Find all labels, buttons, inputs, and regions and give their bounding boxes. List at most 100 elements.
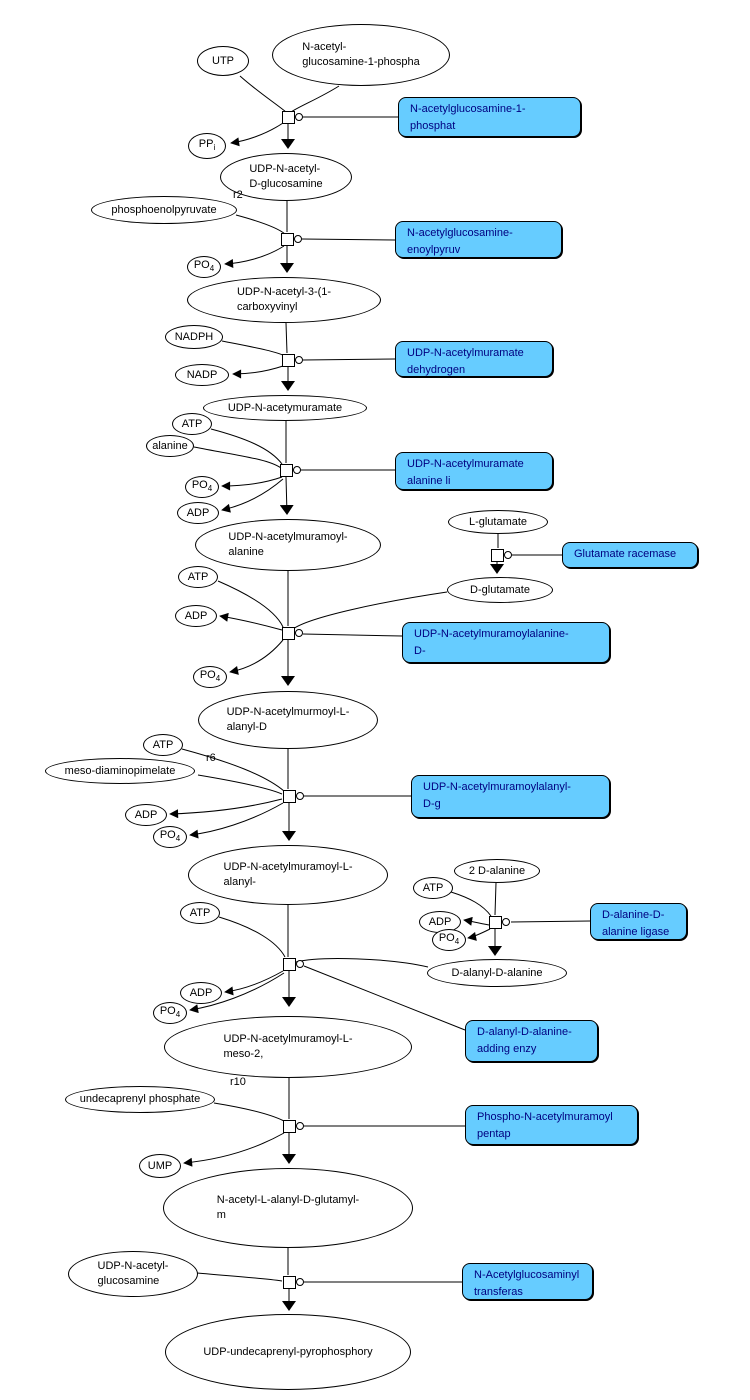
- enzyme-label-line: alanine li: [407, 475, 451, 487]
- reaction-port-r10[interactable]: [296, 1122, 304, 1130]
- metabolite-n-acetyl-l-alanyl-d-glutamyl-m[interactable]: N-acetyl-L-alanyl-D-glutamyl- m: [163, 1168, 413, 1248]
- enzyme-label-line: transferas: [474, 1286, 523, 1298]
- metabolite-phosphoenolpyruvate[interactable]: phosphoenolpyruvate: [91, 196, 237, 224]
- metabolite-po4-1[interactable]: PO4: [187, 256, 221, 278]
- reaction-node-r7[interactable]: [283, 790, 296, 803]
- metabolite-adp-2[interactable]: ADP: [175, 605, 217, 627]
- reaction-port-ligase[interactable]: [502, 918, 510, 926]
- reaction-port-r2[interactable]: [294, 235, 302, 243]
- metabolite-udp-n-acetyl-glucosamine[interactable]: UDP-N-acetyl- glucosamine: [68, 1251, 198, 1297]
- metabolite-label: UTP: [212, 54, 234, 67]
- metabolite-po4-2[interactable]: PO4: [185, 476, 219, 498]
- enzyme-udp-n-acetylmuramoylalanyl-d-g[interactable]: UDP-N-acetylmuramoylalanyl- D-g: [411, 775, 610, 818]
- reaction-port-r1[interactable]: [295, 113, 303, 121]
- metabolite-2-d-alanine[interactable]: 2 D-alanine: [454, 859, 540, 883]
- metabolite-nadp[interactable]: NADP: [175, 364, 229, 386]
- metabolite-label: PO4: [160, 1004, 180, 1022]
- reaction-port-r6[interactable]: [295, 629, 303, 637]
- enzyme-udp-n-acetylmuramoylalanine-d[interactable]: UDP-N-acetylmuramoylalanine- D-: [402, 622, 610, 663]
- metabolite-udp-n-acetymuramate[interactable]: UDP-N-acetymuramate: [203, 395, 367, 421]
- metabolite-label: ATP: [152, 738, 174, 751]
- metabolite-label: D-glutamate: [470, 583, 530, 596]
- label-line: m: [216, 1209, 226, 1221]
- enzyme-label-line: N-acetylglucosamine-1-: [410, 103, 526, 115]
- enzyme-d-alanine-d-alanine-ligase[interactable]: D-alanine-D- alanine ligase: [590, 903, 687, 940]
- metabolite-d-glutamate[interactable]: D-glutamate: [447, 577, 553, 603]
- metabolite-nadph[interactable]: NADPH: [165, 325, 223, 349]
- metabolite-udp-n-acetylmuramoyl-alanine[interactable]: UDP-N-acetylmuramoyl- alanine: [195, 519, 381, 571]
- metabolite-utp[interactable]: UTP: [197, 46, 249, 76]
- metabolite-udp-n-acetylmuramoyl-l-meso-2[interactable]: UDP-N-acetylmuramoyl-L- meso-2,: [164, 1016, 412, 1078]
- label-base: PP: [198, 137, 214, 150]
- metabolite-l-glutamate[interactable]: L-glutamate: [448, 510, 548, 534]
- reaction-port-r4[interactable]: [293, 466, 301, 474]
- reaction-port-r3[interactable]: [295, 356, 303, 364]
- metabolite-adp-1[interactable]: ADP: [177, 502, 219, 524]
- metabolite-po4-4[interactable]: PO4: [153, 826, 187, 848]
- metabolite-udp-n-acetylmurmoyl-l-alanyl-d[interactable]: UDP-N-acetylmurmoyl-L- alanyl-D: [198, 691, 378, 749]
- enzyme-d-alanyl-d-alanine-adding-enzy[interactable]: D-alanyl-D-alanine- adding enzy: [465, 1020, 598, 1062]
- metabolite-atp-1[interactable]: ATP: [172, 413, 212, 435]
- metabolite-adp-3[interactable]: ADP: [125, 804, 167, 826]
- metabolite-po4-6[interactable]: PO4: [153, 1002, 187, 1024]
- metabolite-meso-diaminopimelate[interactable]: meso-diaminopimelate: [45, 758, 195, 784]
- metabolite-ump[interactable]: UMP: [139, 1154, 181, 1178]
- reaction-port-r11[interactable]: [296, 1278, 304, 1286]
- reaction-node-r1[interactable]: [282, 111, 295, 124]
- metabolite-atp-4[interactable]: ATP: [413, 877, 453, 899]
- metabolite-label: PO4: [439, 931, 459, 949]
- reaction-port-racemase[interactable]: [504, 551, 512, 559]
- label-line: UDP-N-acetylmurmoyl-L-: [226, 706, 350, 718]
- reaction-node-r3[interactable]: [282, 354, 295, 367]
- label-sub: i: [213, 143, 216, 153]
- metabolite-atp-5[interactable]: ATP: [180, 902, 220, 924]
- enzyme-n-acetylglucosaminyl-transferas[interactable]: N-Acetylglucosaminyl transferas: [462, 1263, 593, 1300]
- metabolite-atp-2[interactable]: ATP: [178, 566, 218, 588]
- enzyme-glutamate-racemase[interactable]: Glutamate racemase: [562, 542, 698, 568]
- metabolite-udp-n-acetylmuramoyl-l-alanyl[interactable]: UDP-N-acetylmuramoyl-L- alanyl-: [188, 845, 388, 905]
- metabolite-label: UDP-N-acetyl-3-(1- carboxyvinyl: [237, 285, 331, 315]
- reaction-node-racemase[interactable]: [491, 549, 504, 562]
- metabolite-label: ADP: [134, 808, 158, 821]
- reaction-node-r2[interactable]: [281, 233, 294, 246]
- enzyme-label-line: enoylpyruv: [407, 244, 461, 256]
- metabolite-udp-undecaprenyl-pyrophosphory[interactable]: UDP-undecaprenyl-pyrophosphory: [165, 1314, 411, 1390]
- reaction-port-r7[interactable]: [296, 792, 304, 800]
- label-base: PO: [438, 931, 455, 944]
- enzyme-udp-n-acetylmuramate-dehydrogen[interactable]: UDP-N-acetylmuramate dehydrogen: [395, 341, 553, 377]
- label-sub: 4: [175, 834, 181, 844]
- enzyme-udp-n-acetylmuramate-alanine-li[interactable]: UDP-N-acetylmuramate alanine li: [395, 452, 553, 490]
- reaction-node-r4[interactable]: [280, 464, 293, 477]
- metabolite-undecaprenyl-phosphate[interactable]: undecaprenyl phosphate: [65, 1086, 215, 1113]
- enzyme-label-line: phosphat: [410, 120, 456, 132]
- reaction-node-r9[interactable]: [283, 958, 296, 971]
- metabolite-ppi[interactable]: PPi: [188, 133, 226, 159]
- reaction-node-ligase[interactable]: [489, 916, 502, 929]
- reaction-node-r10[interactable]: [283, 1120, 296, 1133]
- label-line: N-acetyl-L-alanyl-D-glutamyl-: [216, 1194, 360, 1206]
- label-line: alanyl-: [223, 876, 256, 888]
- metabolite-label: UDP-N-acetylmuramoyl- alanine: [228, 530, 347, 560]
- metabolite-po4-5[interactable]: PO4: [432, 929, 466, 951]
- reaction-port-r9[interactable]: [296, 960, 304, 968]
- metabolite-n-acetyl-glucosamine-1-phospha[interactable]: N-acetyl- glucosamine-1-phospha: [272, 24, 450, 86]
- metabolite-label: UDP-N-acetyl- D-glucosamine: [249, 162, 322, 192]
- label-line: carboxyvinyl: [236, 301, 298, 313]
- metabolite-po4-3[interactable]: PO4: [193, 666, 227, 688]
- metabolite-udp-n-acetyl-3-1-carboxyvinyl[interactable]: UDP-N-acetyl-3-(1- carboxyvinyl: [187, 277, 381, 323]
- reaction-node-r6[interactable]: [282, 627, 295, 640]
- reaction-node-r11[interactable]: [283, 1276, 296, 1289]
- metabolite-udp-n-acetyl-d-glucosamine[interactable]: UDP-N-acetyl- D-glucosamine: [220, 153, 352, 201]
- enzyme-n-acetylglucosamine-1-phosphat[interactable]: N-acetylglucosamine-1- phosphat: [398, 97, 581, 137]
- metabolite-label: UDP-N-acetylmuramoyl-L- alanyl-: [224, 860, 353, 890]
- metabolite-atp-3[interactable]: ATP: [143, 734, 183, 756]
- metabolite-label: UDP-undecaprenyl-pyrophosphory: [203, 1345, 373, 1358]
- metabolite-alanine[interactable]: alanine: [146, 435, 194, 457]
- label-sub: 4: [209, 264, 215, 274]
- enzyme-phospho-n-acetylmuramoyl-pentap[interactable]: Phospho-N-acetylmuramoyl pentap: [465, 1105, 638, 1145]
- metabolite-adp-5[interactable]: ADP: [180, 982, 222, 1004]
- metabolite-d-alanyl-d-alanine[interactable]: D-alanyl-D-alanine: [427, 959, 567, 987]
- enzyme-n-acetylglucosamine-enoylpyruv[interactable]: N-acetylglucosamine- enoylpyruv: [395, 221, 562, 258]
- metabolite-label: phosphoenolpyruvate: [111, 203, 217, 216]
